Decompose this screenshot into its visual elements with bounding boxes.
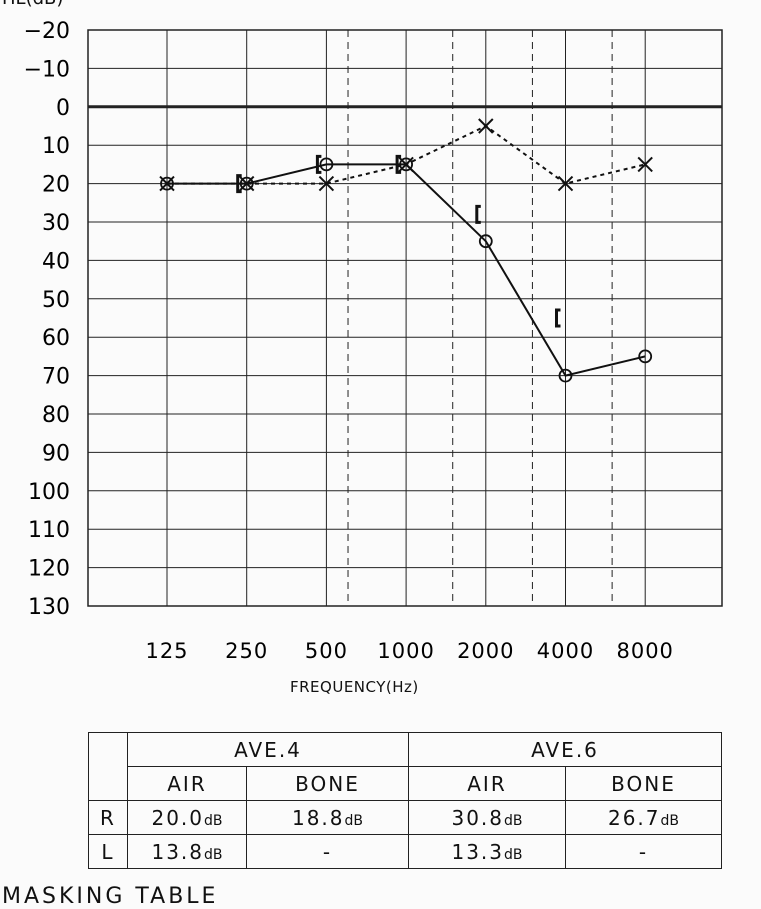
y-tick-label: 40 [42,249,70,274]
row-label: L [88,834,128,869]
y-tick-label: −20 [24,19,70,44]
y-tick-label: 90 [42,441,70,466]
subheader-air: AIR [127,766,247,801]
circle-marker [399,157,414,172]
bracket-marker [395,154,402,174]
value: 30.8 [451,805,505,830]
masking-table-label: MASKING TABLE [2,884,219,909]
bracket-marker [555,308,561,328]
circle-marker [638,349,653,364]
unit: dB [504,846,523,863]
cell: 26.7dB [565,800,722,835]
x-tick-label: 1000 [377,639,434,663]
cross-marker [318,175,335,192]
x-tick-label: 2000 [457,639,514,663]
table-row-r: R 20.0dB 18.8dB 30.8dB 26.7dB [88,800,722,835]
circle-marker [319,157,334,172]
value: 18.8 [291,805,345,830]
cross-marker [398,156,414,173]
y-tick-label: 20 [42,173,70,198]
cell: - [565,834,722,869]
y-tick-label: 80 [42,403,70,428]
value: - [638,839,649,864]
header-ave4: AVE.4 [127,732,409,767]
value: 20.0 [151,805,205,830]
cross-marker [478,118,494,134]
circle-marker [558,368,573,383]
cross-marker [159,175,175,192]
cross-marker [238,175,255,192]
x-tick-label: 500 [305,639,348,663]
subheader-bone: BONE [246,766,409,801]
cell: 13.3dB [408,834,566,869]
y-tick-label: −10 [24,57,70,82]
value: 13.3 [451,839,505,864]
y-tick-label: 100 [28,480,70,505]
value: 13.8 [151,839,205,864]
y-tick-label: 110 [28,518,70,543]
y-tick-label: 50 [42,288,70,313]
unit: dB [660,812,680,829]
value: - [322,839,333,864]
y-tick-label: 30 [42,211,70,236]
cell: 18.8dB [246,800,409,835]
circle-marker [160,176,174,191]
x-tick-label: 4000 [537,639,594,663]
x-tick-label: 8000 [616,639,673,663]
subheader-air: AIR [408,766,566,801]
cell: 30.8dB [408,800,566,835]
subheader-bone: BONE [565,766,722,801]
bracket-marker [315,154,322,174]
value: 26.7 [607,805,661,830]
cell: 13.8dB [127,834,247,869]
circle-marker [478,234,493,249]
empty-corner [88,732,128,801]
table-row-l: L 13.8dB - 13.3dB - [88,834,722,869]
y-tick-label: 10 [42,134,70,159]
x-tick-label: 125 [145,639,188,663]
cell: 20.0dB [127,800,247,835]
y-axis-label: HL(dB) [2,0,63,9]
audiogram-chart: −20 −10 0 10 20 30 40 50 60 70 80 90 100 110 120 130 125… [24,19,723,663]
x-axis-title: FREQUENCY(Hz) [290,678,419,696]
bracket-marker [475,204,481,224]
plot-frame [87,29,723,607]
y-tick-label: 0 [56,96,70,121]
cross-marker [557,175,574,192]
y-tick-label: 70 [42,365,70,390]
unit: dB [344,812,364,829]
row-label: R [88,800,128,835]
unit: dB [204,846,223,863]
unit: dB [504,812,523,829]
header-ave6: AVE.6 [408,732,722,767]
y-tick-label: 130 [28,595,70,620]
y-tick-label: 120 [28,557,70,582]
cross-marker [637,156,653,173]
x-tick-label: 250 [225,639,268,663]
unit: dB [204,812,223,829]
y-tick-label: 60 [42,326,70,351]
cell: - [246,834,409,869]
average-table: AVE.4 AVE.6 AIR BONE AIR BONE R 20.0dB 1… [88,732,722,869]
bracket-marker [236,174,242,194]
